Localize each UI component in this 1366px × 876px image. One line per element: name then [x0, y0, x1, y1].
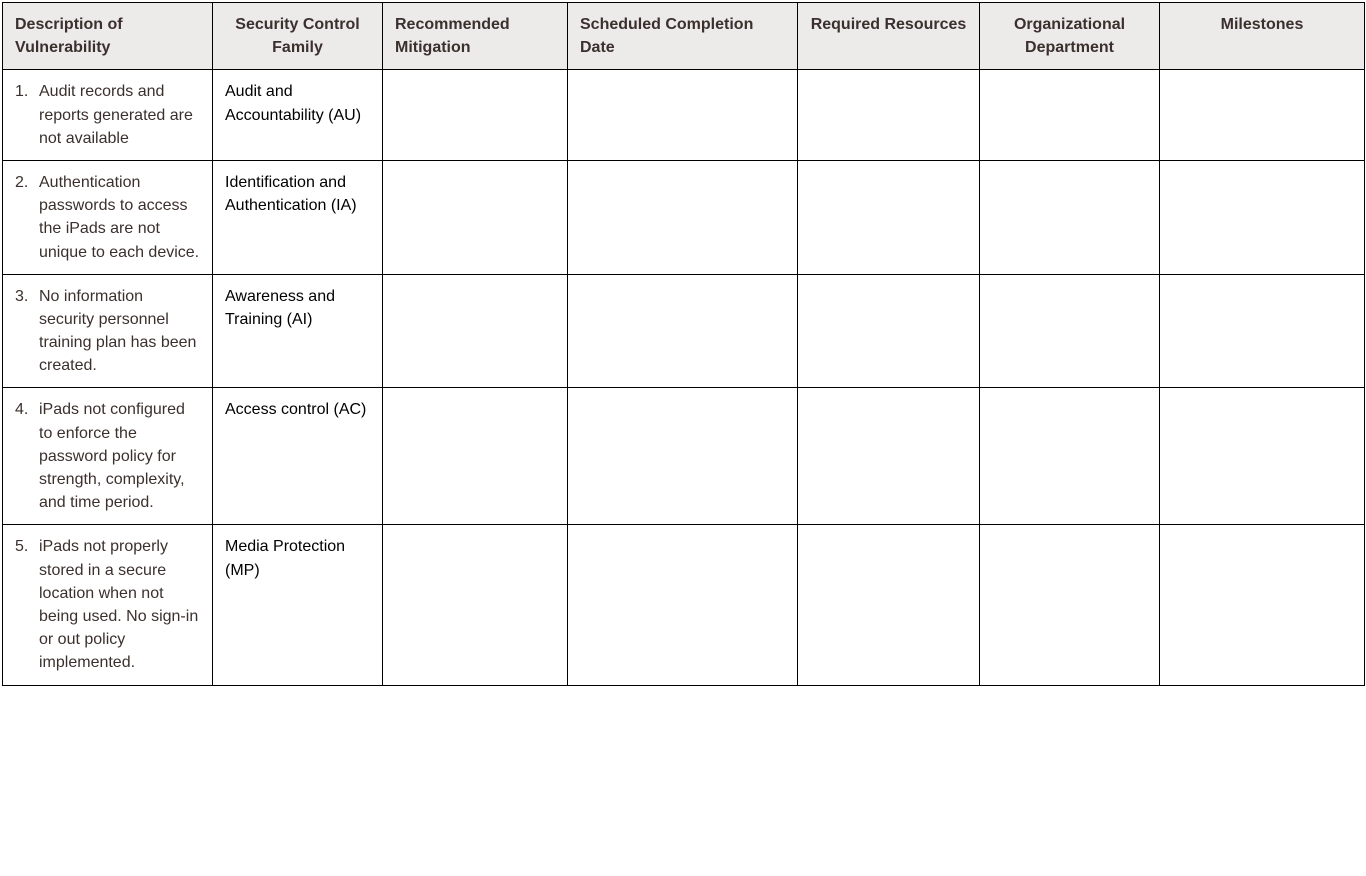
cell-resources — [798, 274, 980, 388]
row-number: 1. — [11, 80, 39, 103]
cell-milestones — [1160, 388, 1365, 525]
cell-milestones — [1160, 525, 1365, 685]
row-number: 3. — [11, 285, 39, 308]
cell-mitigation — [383, 388, 568, 525]
cell-control-family: Audit and Accountability (AU) — [213, 70, 383, 161]
row-description-text: Audit records and reports generated are … — [39, 80, 200, 150]
cell-completion-date — [568, 274, 798, 388]
cell-description: 5. iPads not properly stored in a secure… — [3, 525, 213, 685]
cell-completion-date — [568, 525, 798, 685]
cell-description: 4. iPads not configured to enforce the p… — [3, 388, 213, 525]
cell-milestones — [1160, 274, 1365, 388]
cell-description: 1. Audit records and reports generated a… — [3, 70, 213, 161]
cell-mitigation — [383, 160, 568, 274]
cell-mitigation — [383, 70, 568, 161]
row-number: 4. — [11, 398, 39, 421]
cell-control-family: Access control (AC) — [213, 388, 383, 525]
cell-control-family: Media Protection (MP) — [213, 525, 383, 685]
row-description-text: iPads not properly stored in a secure lo… — [39, 535, 200, 674]
cell-resources — [798, 525, 980, 685]
row-description-text: iPads not configured to enforce the pass… — [39, 398, 200, 514]
cell-department — [980, 388, 1160, 525]
cell-department — [980, 70, 1160, 161]
table-row: 2. Authentication passwords to access th… — [3, 160, 1365, 274]
cell-resources — [798, 388, 980, 525]
cell-description: 2. Authentication passwords to access th… — [3, 160, 213, 274]
cell-completion-date — [568, 388, 798, 525]
table-row: 4. iPads not configured to enforce the p… — [3, 388, 1365, 525]
cell-milestones — [1160, 160, 1365, 274]
col-header-milestones: Milestones — [1160, 3, 1365, 70]
col-header-completion-date: Scheduled Completion Date — [568, 3, 798, 70]
col-header-resources: Required Resources — [798, 3, 980, 70]
cell-resources — [798, 70, 980, 161]
cell-mitigation — [383, 525, 568, 685]
cell-control-family: Awareness and Training (AI) — [213, 274, 383, 388]
cell-description: 3. No information security personnel tra… — [3, 274, 213, 388]
vulnerability-table: Description of Vulnerability Security Co… — [2, 2, 1365, 686]
table-row: 5. iPads not properly stored in a secure… — [3, 525, 1365, 685]
cell-department — [980, 160, 1160, 274]
table-body: 1. Audit records and reports generated a… — [3, 70, 1365, 685]
cell-department — [980, 274, 1160, 388]
cell-milestones — [1160, 70, 1365, 161]
col-header-description: Description of Vulnerability — [3, 3, 213, 70]
row-description-text: No information security personnel traini… — [39, 285, 200, 378]
row-number: 2. — [11, 171, 39, 194]
row-description-text: Authentication passwords to access the i… — [39, 171, 200, 264]
col-header-control-family: Security Control Family — [213, 3, 383, 70]
cell-completion-date — [568, 160, 798, 274]
table-row: 3. No information security personnel tra… — [3, 274, 1365, 388]
cell-control-family: Identification and Authentication (IA) — [213, 160, 383, 274]
cell-completion-date — [568, 70, 798, 161]
table-header-row: Description of Vulnerability Security Co… — [3, 3, 1365, 70]
cell-mitigation — [383, 274, 568, 388]
cell-resources — [798, 160, 980, 274]
cell-department — [980, 525, 1160, 685]
row-number: 5. — [11, 535, 39, 558]
col-header-mitigation: Recommended Mitigation — [383, 3, 568, 70]
col-header-department: Organizational Department — [980, 3, 1160, 70]
table-row: 1. Audit records and reports generated a… — [3, 70, 1365, 161]
